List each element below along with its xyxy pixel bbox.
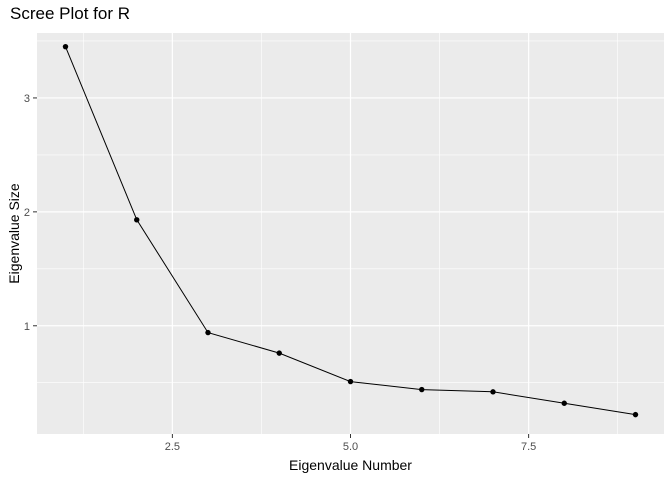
y-tick-label: 1 (24, 321, 30, 333)
data-point (561, 400, 567, 406)
series-group (62, 43, 639, 418)
x-axis-title: Eigenvalue Number (289, 457, 412, 473)
data-point (419, 386, 425, 393)
y-axis-title: Eigenvalue Size (6, 183, 22, 284)
data-point (62, 43, 69, 50)
x-tick-label: 7.5 (521, 441, 536, 453)
major-gridlines (37, 33, 664, 434)
chart-title: Scree Plot for R (10, 4, 130, 23)
y-tick-label: 2 (24, 207, 30, 219)
data-point (276, 350, 282, 356)
data-point (632, 411, 639, 418)
x-tick-label: 2.5 (165, 441, 180, 453)
data-point (134, 217, 140, 223)
data-point (347, 378, 354, 385)
data-point (490, 389, 496, 395)
data-point (205, 329, 211, 336)
x-tick-label: 5.0 (343, 441, 358, 453)
axis-ticks: 2.5 5.0 7.5 1 2 3 (24, 93, 536, 453)
y-tick-label: 3 (24, 93, 30, 105)
